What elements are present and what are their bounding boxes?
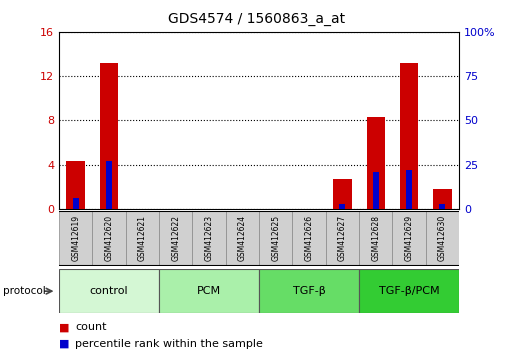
Text: GSM412621: GSM412621 bbox=[138, 215, 147, 261]
Bar bbox=[359, 211, 392, 266]
Bar bbox=[159, 211, 192, 266]
Bar bbox=[340, 204, 345, 209]
Bar bbox=[126, 211, 159, 266]
Bar bbox=[92, 211, 126, 266]
Text: GSM412629: GSM412629 bbox=[405, 215, 413, 261]
Bar bbox=[400, 63, 418, 209]
Bar bbox=[159, 269, 259, 313]
Bar bbox=[333, 179, 351, 209]
Bar bbox=[392, 211, 426, 266]
Bar bbox=[59, 269, 159, 313]
Text: GSM412620: GSM412620 bbox=[105, 215, 113, 261]
Text: control: control bbox=[90, 286, 128, 296]
Bar bbox=[326, 211, 359, 266]
Bar bbox=[106, 161, 112, 209]
Bar bbox=[59, 211, 92, 266]
Bar bbox=[440, 204, 445, 209]
Bar bbox=[73, 198, 78, 209]
Bar bbox=[259, 211, 292, 266]
Bar bbox=[100, 63, 118, 209]
Text: GSM412625: GSM412625 bbox=[271, 215, 280, 261]
Text: GSM412628: GSM412628 bbox=[371, 215, 380, 261]
Text: GSM412623: GSM412623 bbox=[205, 215, 213, 261]
Bar bbox=[259, 269, 359, 313]
Text: TGF-β/PCM: TGF-β/PCM bbox=[379, 286, 440, 296]
Bar bbox=[67, 161, 85, 209]
Text: GSM412626: GSM412626 bbox=[305, 215, 313, 261]
Bar bbox=[359, 269, 459, 313]
Text: GSM412619: GSM412619 bbox=[71, 215, 80, 261]
Text: percentile rank within the sample: percentile rank within the sample bbox=[75, 339, 263, 349]
Bar bbox=[426, 211, 459, 266]
Bar bbox=[192, 211, 226, 266]
Bar bbox=[406, 170, 412, 209]
Text: count: count bbox=[75, 322, 107, 332]
Text: GSM412622: GSM412622 bbox=[171, 215, 180, 261]
Text: GSM412627: GSM412627 bbox=[338, 215, 347, 261]
Text: GSM412630: GSM412630 bbox=[438, 215, 447, 261]
Bar bbox=[226, 211, 259, 266]
Text: PCM: PCM bbox=[197, 286, 221, 296]
Text: TGF-β: TGF-β bbox=[293, 286, 325, 296]
Text: ■: ■ bbox=[59, 339, 69, 349]
Text: GSM412624: GSM412624 bbox=[238, 215, 247, 261]
Text: ■: ■ bbox=[59, 322, 69, 332]
Text: protocol: protocol bbox=[3, 286, 45, 296]
Text: GDS4574 / 1560863_a_at: GDS4574 / 1560863_a_at bbox=[168, 12, 345, 27]
Bar bbox=[373, 172, 379, 209]
Bar bbox=[433, 189, 451, 209]
Bar bbox=[292, 211, 326, 266]
Bar bbox=[367, 117, 385, 209]
